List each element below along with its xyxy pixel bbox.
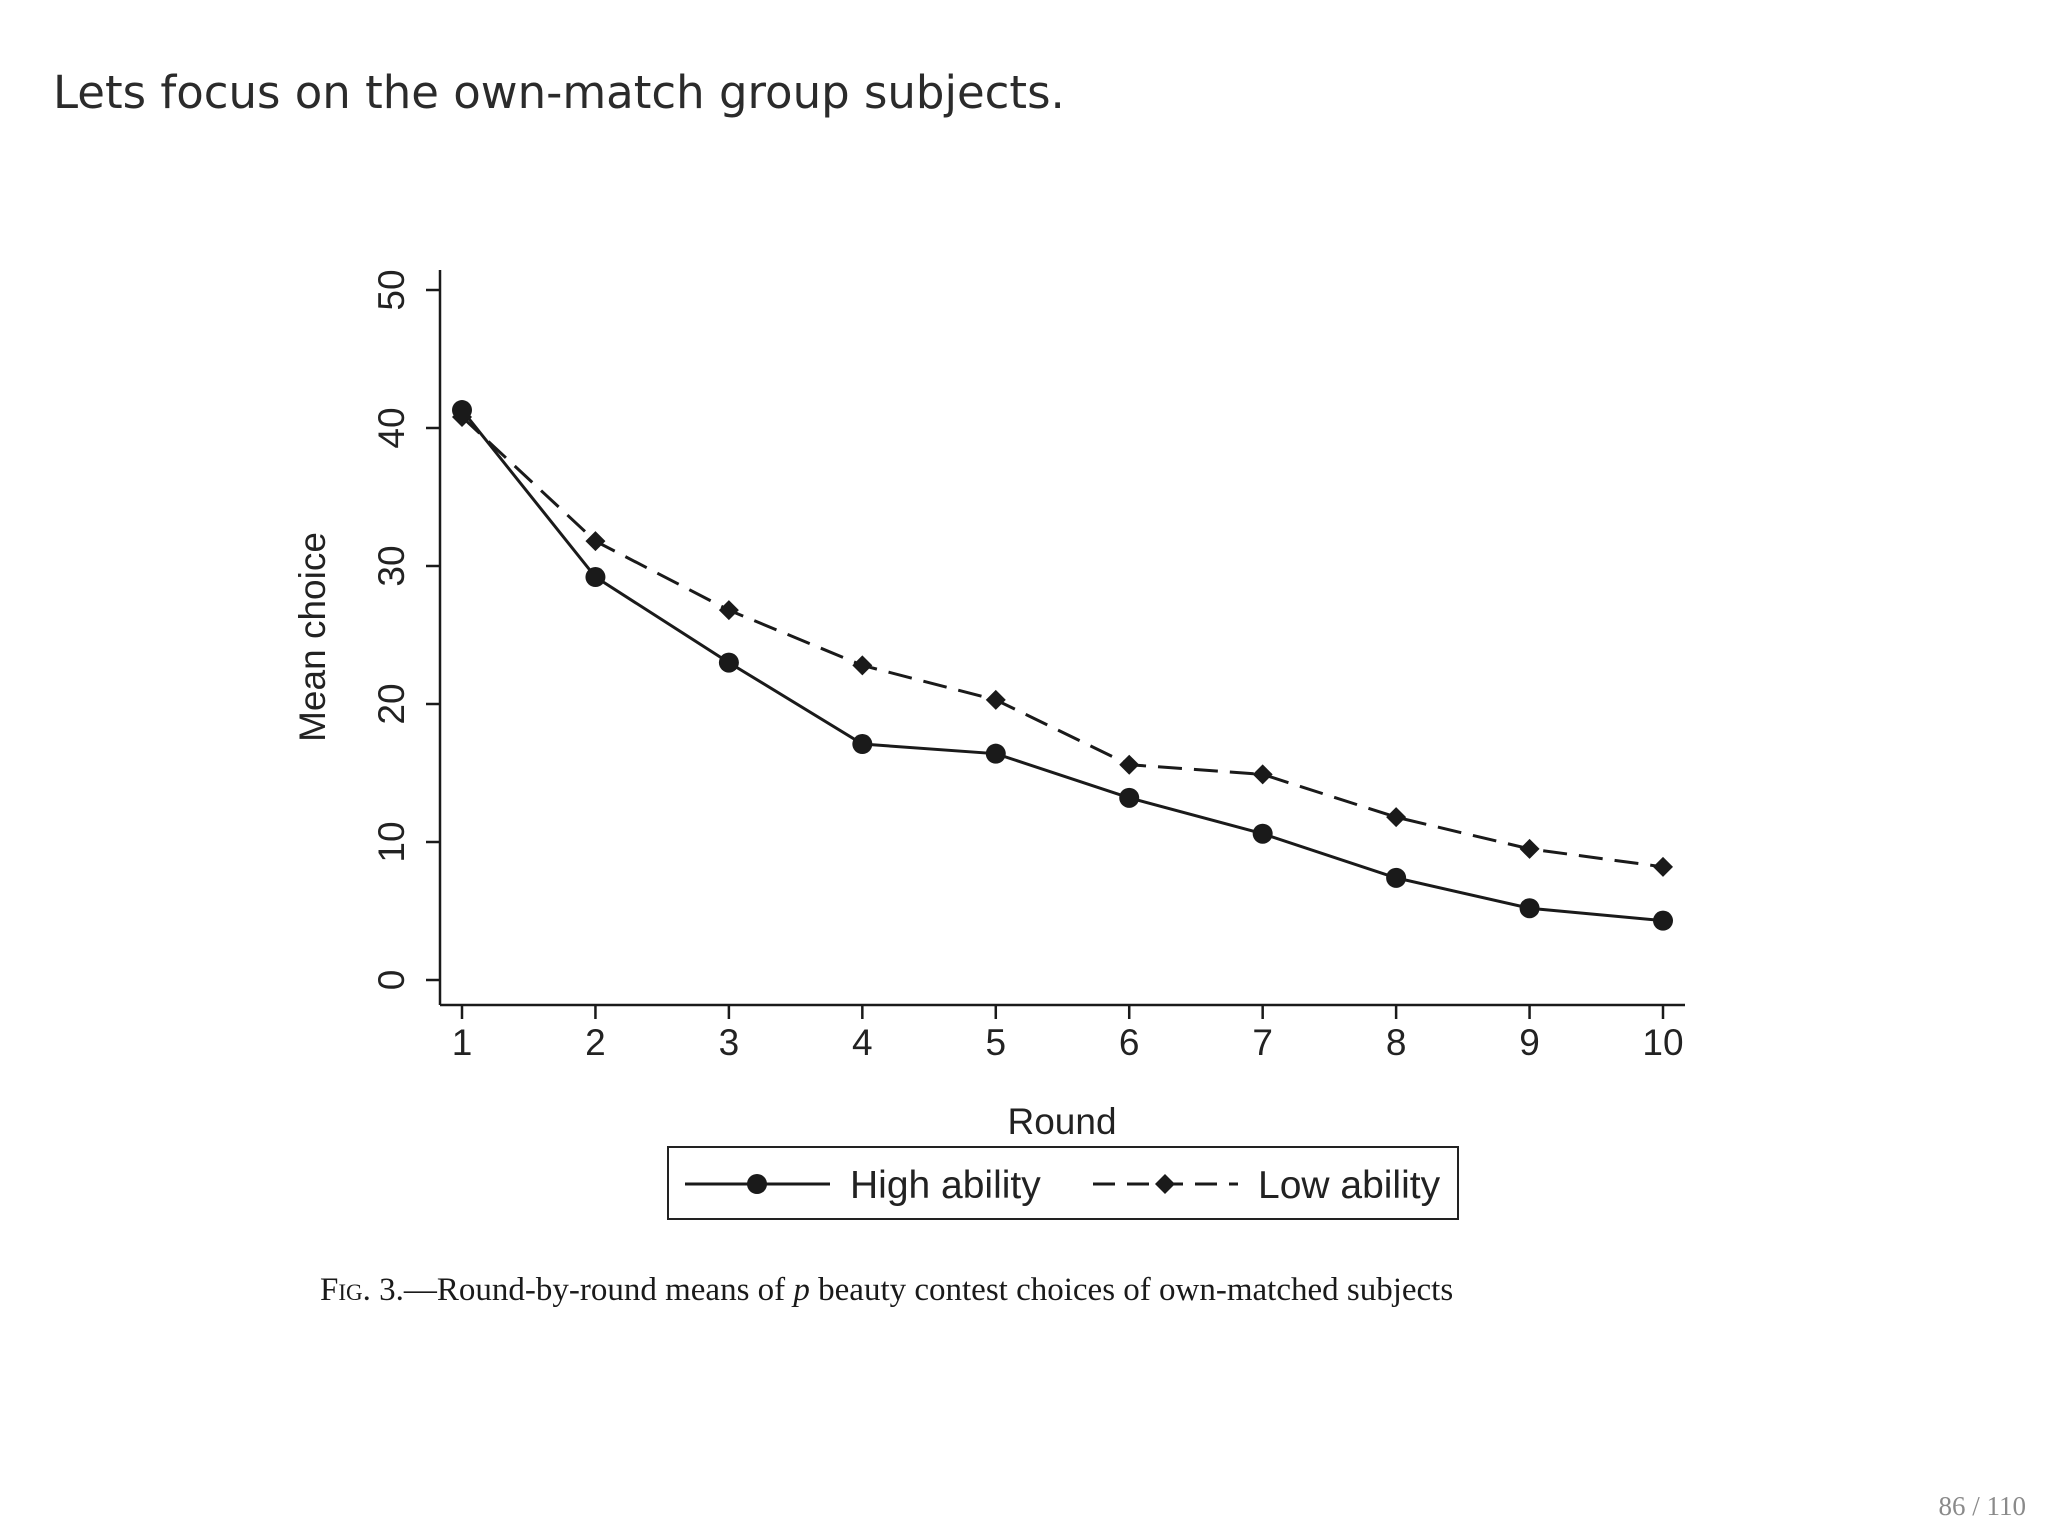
y-tick-label: 40 (371, 407, 412, 448)
chart-legend: High ability Low ability (667, 1146, 1459, 1220)
x-tick-label: 6 (1119, 1022, 1140, 1063)
x-axis-title: Round (1007, 1101, 1116, 1142)
page-number: 86 / 110 (1938, 1491, 2027, 1521)
slide-heading: Lets focus on the own-match group subjec… (53, 66, 1065, 119)
series-line (460, 415, 1664, 869)
legend-item-low-ability: Low ability (1093, 1164, 1441, 1207)
data-point (1119, 754, 1140, 775)
data-point (585, 567, 606, 588)
data-point (452, 400, 472, 421)
figure-caption: Fig. 3.—Round-by-round means of p beauty… (320, 1272, 1453, 1309)
data-point (852, 734, 873, 755)
data-point (1653, 856, 1673, 877)
data-point (852, 655, 873, 676)
data-point (718, 600, 739, 621)
data-point (1386, 807, 1407, 828)
y-axis-title: Mean choice (292, 532, 333, 742)
series-line (460, 409, 1664, 923)
data-point (1653, 910, 1673, 931)
data-point (1252, 764, 1273, 785)
x-tick-label: 4 (852, 1022, 873, 1063)
figure-caption-text-after: beauty contest choices of own-matched su… (809, 1272, 1454, 1308)
y-tick-label: 20 (371, 683, 412, 724)
x-tick-label: 10 (1642, 1022, 1683, 1063)
chart-series (452, 400, 1673, 931)
data-point (1119, 787, 1140, 808)
y-tick-label: 50 (371, 269, 412, 310)
figure-caption-text-before: —Round-by-round means of (403, 1272, 794, 1308)
data-point (1519, 838, 1540, 859)
x-tick-label: 7 (1252, 1022, 1273, 1063)
figure-caption-symbol: p (793, 1272, 810, 1308)
series-high-ability (452, 400, 1673, 931)
x-tick-label: 2 (585, 1022, 606, 1063)
figure-caption-label: Fig. 3. (320, 1272, 404, 1308)
data-point (1519, 898, 1540, 919)
data-point (1252, 823, 1273, 844)
x-tick-label: 9 (1519, 1022, 1540, 1063)
data-point (985, 743, 1006, 764)
data-point (718, 652, 739, 673)
y-tick-label: 30 (371, 545, 412, 586)
x-tick-label: 1 (452, 1022, 473, 1063)
legend-item-high-ability: High ability (685, 1164, 1041, 1207)
data-point (585, 531, 606, 552)
chart-axes: 0 10 20 30 40 50 1 2 3 4 5 6 7 8 9 10 (371, 269, 1685, 1063)
x-tick-label: 5 (985, 1022, 1006, 1063)
data-point (985, 689, 1006, 710)
y-tick-label: 0 (371, 970, 412, 991)
x-tick-label: 3 (719, 1022, 740, 1063)
legend-marker (1155, 1174, 1175, 1194)
data-point (1386, 867, 1407, 888)
x-tick-label: 8 (1386, 1022, 1407, 1063)
legend-label: High ability (850, 1164, 1041, 1207)
legend-marker (747, 1174, 767, 1194)
legend-label: Low ability (1258, 1164, 1441, 1207)
y-tick-label: 10 (371, 821, 412, 862)
legend-box (667, 1146, 1459, 1220)
series-low-ability (452, 406, 1673, 877)
